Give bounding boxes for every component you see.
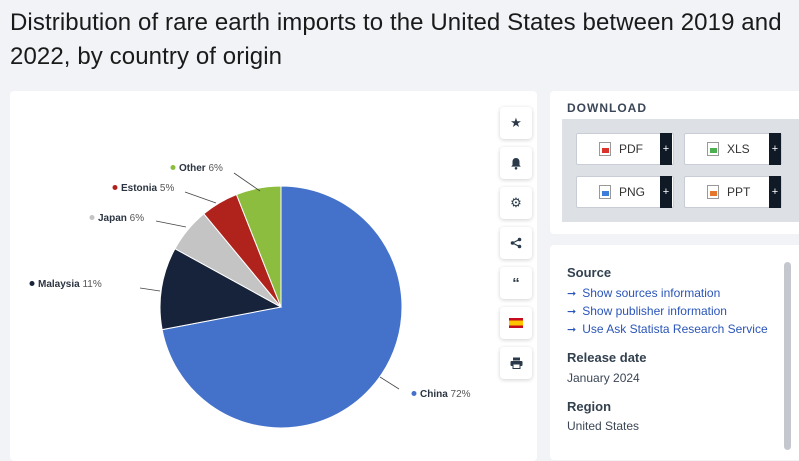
data-label-other: Other 6% [179,163,223,174]
source-heading: Source [567,265,612,280]
share-icon[interactable] [500,227,532,259]
pie-slice-other[interactable] [235,185,282,308]
legend-dot-estonia [112,185,118,190]
region-value: United States [567,419,640,433]
data-label-japan: Japan 6% [98,213,144,224]
leader-line-estonia [184,191,217,204]
ppt-label: PPT [727,185,751,199]
pdf-download-button[interactable]: PDF [576,133,674,165]
show-sources-link[interactable]: ➞ Show sources information [567,286,720,300]
info-panel: Source ➞ Show sources information ➞ Show… [550,245,799,460]
xls-file-icon [707,142,719,156]
ask-statista-label: Use Ask Statista Research Service [582,322,768,336]
pdf-plus-button[interactable]: + [660,133,672,165]
arrow-right-icon: ➞ [567,305,577,318]
png-label: PNG [619,185,646,199]
data-label-malaysia: Malaysia 11% [38,279,102,290]
release-date-value: January 2024 [567,371,640,385]
show-publisher-label: Show publisher information [582,304,727,318]
quote-icon[interactable]: “ [500,267,532,299]
png-plus-button[interactable]: + [660,176,672,208]
xls-label: XLS [727,142,750,156]
bell-icon[interactable] [500,147,532,179]
ask-statista-link[interactable]: ➞ Use Ask Statista Research Service [567,322,768,336]
region-heading: Region [567,399,612,414]
chart-card: China 72% Malaysia 11% Japan 6% Estonia 5% O… [10,91,537,461]
flag-icon[interactable] [500,307,532,339]
png-file-icon [599,185,611,199]
leader-line-malaysia [139,287,161,292]
pie-slice-malaysia[interactable] [159,248,283,331]
legend-dot-other [170,165,176,170]
arrow-right-icon: ➞ [567,323,577,336]
data-label-estonia: Estonia 5% [121,183,174,194]
pdf-file-icon [599,142,611,156]
gear-icon[interactable]: ⚙ [500,187,532,219]
show-sources-label: Show sources information [582,286,721,300]
download-box: PDF + XLS + PNG + PPT + [562,119,799,222]
pie-chart: China 72% Malaysia 11% Japan 6% Estonia 5% O… [29,163,471,429]
xls-download-button[interactable]: XLS [684,133,782,165]
info-scrollbar[interactable] [784,262,791,450]
show-publisher-link[interactable]: ➞ Show publisher information [567,304,727,318]
data-label-china: China 72% [420,389,471,400]
xls-plus-button[interactable]: + [769,133,781,165]
release-date-heading: Release date [567,350,647,365]
legend-dot-malaysia [29,281,35,286]
pdf-label: PDF [619,142,643,156]
ppt-plus-button[interactable]: + [769,176,781,208]
leader-line-other [233,172,261,192]
png-download-button[interactable]: PNG [576,176,674,208]
download-heading: DOWNLOAD [567,101,647,115]
arrow-right-icon: ➞ [567,287,577,300]
print-icon[interactable] [500,347,532,379]
leader-line-japan [155,220,187,228]
download-panel: DOWNLOAD PDF + XLS + PNG + PPT + [550,91,799,234]
leader-line-china [379,376,400,390]
ppt-download-button[interactable]: PPT [684,176,782,208]
legend-dot-china [411,391,417,396]
legend-dot-japan [89,215,95,220]
star-icon[interactable]: ★ [500,107,532,139]
ppt-file-icon [707,185,719,199]
pie-slice-china[interactable] [161,185,403,429]
page-title: Distribution of rare earth imports to th… [10,9,782,70]
